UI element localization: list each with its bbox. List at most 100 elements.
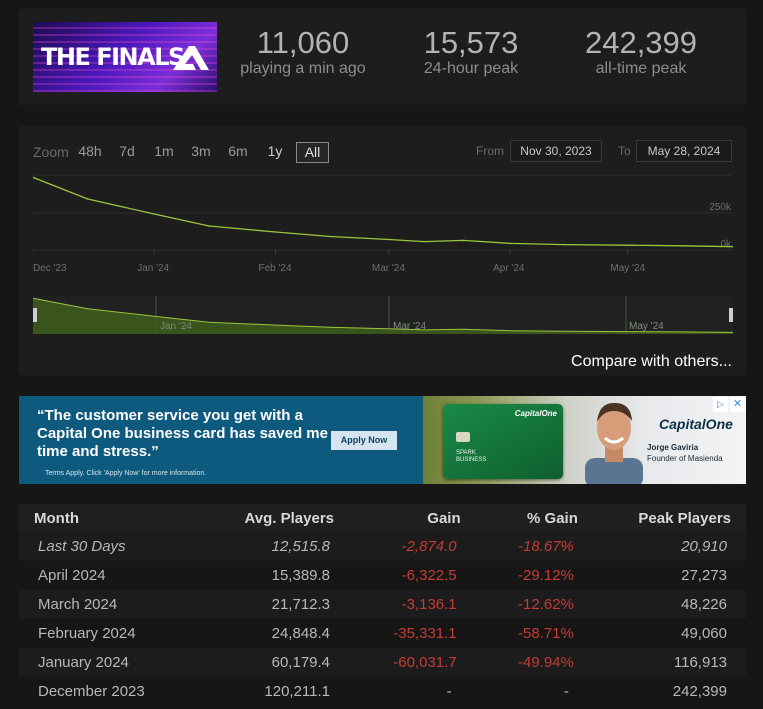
card-name-line-1: SPARK [456, 450, 476, 456]
col-peak-players: Peak Players [592, 504, 746, 532]
person-photo [585, 402, 643, 484]
cell-gain: -2,874.0 [349, 532, 476, 561]
cell-avg: 60,179.4 [199, 648, 350, 677]
ad-caption: Jorge Gaviria Founder of Masienda [647, 442, 723, 464]
series-line [33, 176, 733, 248]
cell-peak: 48,226 [592, 590, 746, 619]
ad-quote: “The customer service you get with a Cap… [37, 407, 328, 460]
zoom-3m-button[interactable]: 3m [191, 143, 211, 159]
table-row: April 2024 15,389.8 -6,322.5 -29.12% 27,… [19, 561, 746, 590]
zoom-all-button[interactable]: All [296, 142, 329, 163]
cell-peak: 20,910 [592, 532, 746, 561]
navigator-right-handle[interactable] [729, 308, 733, 322]
cell-gain: -35,331.1 [349, 619, 476, 648]
from-label: From [476, 144, 504, 158]
col-gain: Gain [349, 504, 476, 532]
data-point [462, 239, 465, 242]
y-tick-250k: 250k [709, 202, 732, 213]
current-players-value: 11,060 [256, 25, 350, 60]
cell-gain: - [349, 677, 476, 706]
table-row: Last 30 Days 12,515.8 -2,874.0 -18.67% 2… [19, 532, 746, 561]
navigator-tick-jan: Jan '24 [160, 321, 192, 332]
to-date-input[interactable]: May 28, 2024 [636, 140, 732, 162]
navigator-area [33, 298, 733, 334]
zoom-48h-button[interactable]: 48h [78, 143, 102, 159]
data-point [509, 242, 511, 245]
cell-pct: -29.12% [475, 561, 593, 590]
chart-panel: Zoom 48h 7d 1m 3m 6m 1y All From Nov 30,… [19, 126, 746, 375]
cell-avg: 12,515.8 [199, 532, 350, 561]
data-point [208, 225, 210, 227]
cell-peak: 242,399 [592, 677, 746, 706]
player-count-line [33, 176, 733, 248]
data-point [274, 231, 277, 233]
data-point [681, 245, 683, 247]
cell-month: December 2023 [19, 677, 200, 706]
day-peak-stat: 15,573 24-hour peak [399, 27, 543, 78]
all-time-peak-label: all-time peak [595, 60, 687, 77]
card-brand: CapitalOne [514, 409, 557, 418]
all-time-peak-value: 242,399 [584, 25, 698, 60]
navigator-line [33, 297, 733, 333]
compare-with-others-link[interactable]: Compare with others... [571, 353, 732, 370]
ad-brand-logo: CapitalOne [659, 416, 733, 432]
x-tick-label: Apr '24 [493, 263, 525, 274]
to-label: To [618, 144, 631, 158]
cell-pct: -12.62% [475, 590, 593, 619]
day-peak-value: 15,573 [423, 25, 519, 60]
credit-card-image: CapitalOne SPARK BUSINESS [443, 404, 563, 479]
player-count-chart[interactable]: 250k 0k Dec '23 Jan '24 Feb '24 Mar '24 Apr … [33, 174, 733, 339]
ad-close-icon[interactable]: ✕ [730, 397, 745, 412]
cell-peak: 49,060 [592, 619, 746, 648]
ad-apply-button[interactable]: Apply Now [331, 431, 397, 450]
zoom-1y-button[interactable]: 1y [267, 143, 283, 159]
cell-pct: -58.71% [475, 619, 593, 648]
data-point [329, 235, 332, 238]
x-tick-label: Feb '24 [259, 263, 292, 274]
cell-month: April 2024 [19, 561, 200, 590]
navigator-left-handle[interactable] [33, 308, 37, 322]
col-month: Month [19, 504, 200, 532]
table-row: January 2024 60,179.4 -60,031.7 -49.94% … [19, 648, 746, 677]
cell-pct: -49.94% [475, 648, 593, 677]
ad-banner[interactable]: “The customer service you get with a Cap… [19, 396, 746, 484]
data-point [388, 238, 390, 241]
col-avg-players: Avg. Players [199, 504, 350, 532]
zoom-label: Zoom [33, 144, 69, 160]
game-logo[interactable]: THE FINALS [33, 22, 217, 92]
cell-peak: 27,273 [592, 561, 746, 590]
cell-avg: 120,211.1 [199, 677, 350, 706]
current-players-stat: 11,060 playing a min ago [229, 27, 377, 78]
table-row: December 2023 120,211.1 - - 242,399 [19, 677, 746, 706]
zoom-1m-button[interactable]: 1m [154, 143, 174, 159]
card-name: SPARK BUSINESS [456, 450, 486, 464]
x-axis-ticks: Dec '23 Jan '24 Feb '24 Mar '24 Apr '24 May '… [33, 250, 646, 274]
data-point [732, 245, 733, 248]
ad-choices-icon[interactable]: ▷ [713, 397, 728, 412]
table-header-row: Month Avg. Players Gain % Gain Peak Play… [19, 504, 746, 532]
data-point [33, 176, 34, 179]
from-date-input[interactable]: Nov 30, 2023 [510, 140, 602, 162]
data-point [626, 244, 629, 246]
cell-month: February 2024 [19, 619, 200, 648]
navigator-series [33, 297, 733, 334]
table-row: March 2024 21,712.3 -3,136.1 -12.62% 48,… [19, 590, 746, 619]
cell-avg: 24,848.4 [199, 619, 350, 648]
x-tick-label: Dec '23 [33, 263, 67, 274]
navigator-tick-mar: Mar '24 [393, 321, 426, 332]
ad-person-title: Founder of Masienda [647, 454, 723, 463]
cell-pct: -18.67% [475, 532, 593, 561]
ad-terms: Terms Apply. Click 'Apply Now' for more … [45, 470, 207, 477]
cell-month: Last 30 Days [19, 532, 200, 561]
stats-panel: THE FINALS 11,060 playing a min ago 15,5… [19, 9, 746, 105]
x-tick-label: Jan '24 [137, 263, 169, 274]
zoom-7d-button[interactable]: 7d [119, 143, 135, 159]
zoom-6m-button[interactable]: 6m [228, 143, 248, 159]
y-tick-0k: 0k [720, 239, 732, 250]
ad-person-name: Jorge Gaviria [647, 443, 699, 452]
data-point [153, 213, 155, 215]
cell-month: January 2024 [19, 648, 200, 677]
cell-peak: 116,913 [592, 648, 746, 677]
table-row: February 2024 24,848.4 -35,331.1 -58.71%… [19, 619, 746, 648]
data-point [423, 240, 425, 243]
